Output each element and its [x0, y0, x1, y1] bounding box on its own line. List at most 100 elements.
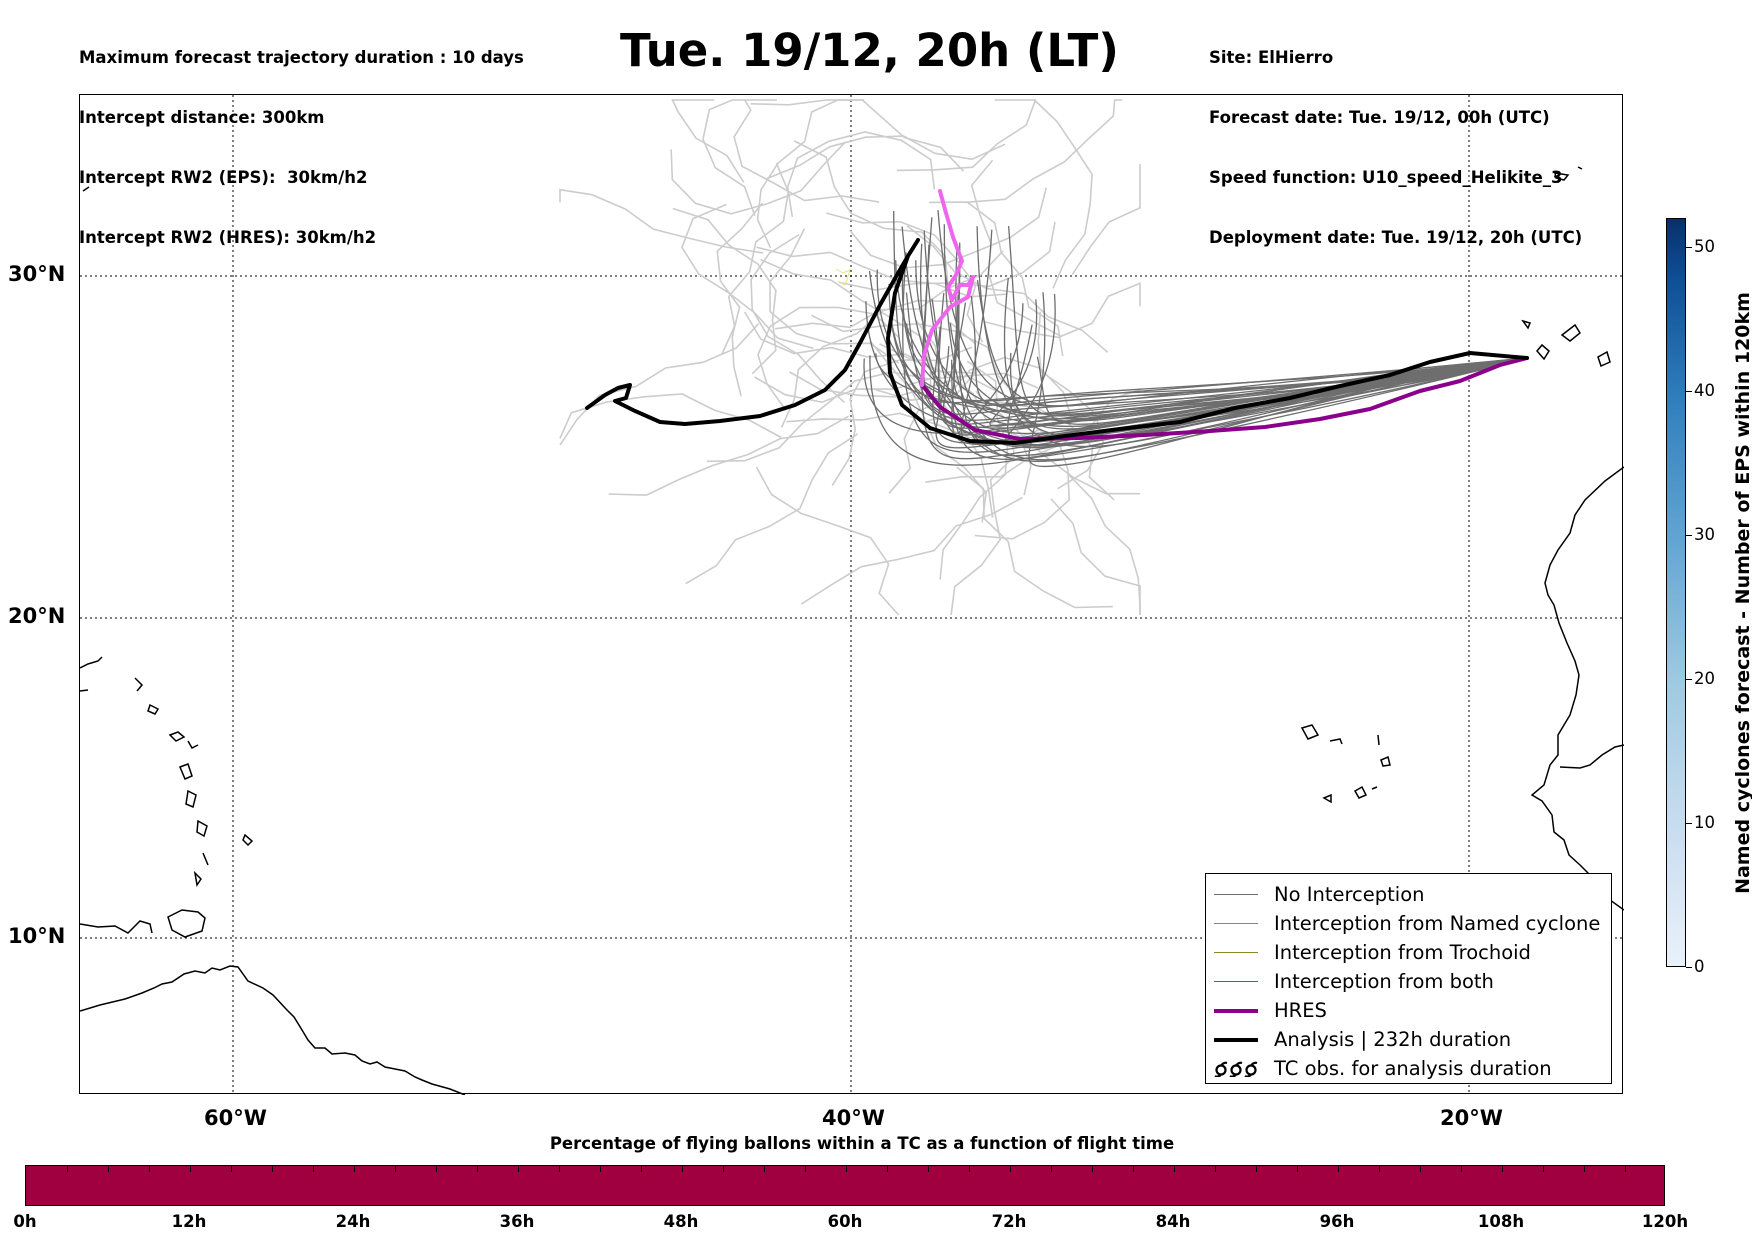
- eps-count-colorbar-label: Named cyclones forecast - Number of EPS …: [1732, 292, 1752, 894]
- eps-trajectory-light: [831, 346, 973, 487]
- legend-item-named-cyclone: Interception from Named cyclone: [1206, 909, 1611, 938]
- colorbar-tick-label: 30: [1694, 525, 1715, 544]
- coast-azores-dot: [82, 186, 90, 192]
- lon-label-60w: 60°W: [204, 1106, 267, 1130]
- coast-canary-3: [1597, 350, 1611, 368]
- legend-swatch: [1214, 981, 1258, 982]
- tc-obs-trace: [835, 268, 851, 286]
- coast-lesser-antilles-3: [185, 789, 197, 809]
- colorbar-minor-tick: [805, 1166, 806, 1172]
- lon-label-20w: 20°W: [1440, 1106, 1503, 1130]
- eps-trajectory-light: [826, 212, 984, 343]
- colorbar-minor-tick: [641, 1166, 642, 1172]
- eps-trajectory-light: [685, 433, 859, 585]
- colorbar-minor-tick: [1010, 1166, 1011, 1172]
- hres-trajectory: [920, 189, 1529, 441]
- forecast-date: Forecast date: Tue. 19/12, 00h (UTC): [1209, 108, 1550, 127]
- legend-swatch: [1214, 1037, 1258, 1042]
- eps-trajectory-light: [756, 99, 865, 249]
- colorbar-minor-tick: [1256, 1166, 1257, 1172]
- colorbar-minor-tick: [969, 1166, 970, 1172]
- coast-canary-1: [1536, 343, 1550, 361]
- colorbar-minor-tick: [887, 1166, 888, 1172]
- cyclone-symbols-icon: [1214, 1061, 1258, 1077]
- analysis-track-segment: [585, 238, 1529, 445]
- hres-track-segment: [920, 356, 1529, 441]
- colorbar-minor-tick: [1092, 1166, 1093, 1172]
- colorbar-tick: [1686, 967, 1692, 968]
- hour-label: 120h: [1641, 1212, 1689, 1231]
- colorbar-minor-tick: [559, 1166, 560, 1172]
- eps-trajectory-light: [810, 314, 1021, 402]
- eps-trajectory-light: [875, 356, 1074, 422]
- legend-item-trochoid: Interception from Trochoid: [1206, 938, 1611, 967]
- eps-trajectory: [902, 252, 1528, 453]
- legend-swatch: [1214, 894, 1258, 895]
- coast-barbados: [242, 833, 254, 847]
- coast-madeira: [1554, 172, 1570, 181]
- coast-capeverde-5: [1353, 785, 1368, 799]
- eps-trajectory-light: [774, 250, 1004, 330]
- eps-trajectory-light: [800, 496, 1023, 605]
- colorbar-minor-tick: [1502, 1166, 1503, 1172]
- colorbar-minor-tick: [1379, 1166, 1380, 1172]
- colorbar-minor-tick: [67, 1166, 68, 1172]
- colorbar-minor-tick: [1133, 1166, 1134, 1172]
- param-intercept-distance: Intercept distance: 300km: [79, 108, 325, 127]
- eps-trajectory-light: [1037, 311, 1105, 490]
- coast-lesser-antilles-6: [193, 870, 202, 887]
- hour-label: 24h: [335, 1212, 371, 1231]
- coast-south-america: [80, 965, 466, 1095]
- coast-virgin-islands: [80, 656, 103, 669]
- legend-item-tc-obs: TC obs. for analysis duration: [1206, 1054, 1611, 1083]
- coast-guadeloupe: [168, 731, 186, 742]
- forecast-parameters: Maximum forecast trajectory duration : 1…: [79, 8, 524, 268]
- colorbar-tick: [1686, 391, 1692, 392]
- eps-trajectory-light: [756, 246, 1008, 298]
- eps-trajectory-light: [757, 306, 900, 411]
- colorbar-minor-tick: [1215, 1166, 1216, 1172]
- hres-track-early-segment: [920, 189, 975, 387]
- legend-item-hres: HRES: [1206, 996, 1611, 1025]
- eps-trajectory-light: [743, 311, 975, 374]
- speed-function: Speed function: U10_speed_Helikite_3: [1209, 168, 1563, 187]
- coast-africa-bissau: [1559, 744, 1624, 769]
- coast-canary-2: [1560, 323, 1581, 342]
- colorbar-minor-tick: [1338, 1166, 1339, 1172]
- colorbar-tick: [1686, 535, 1692, 536]
- eps-trajectory: [958, 303, 1528, 436]
- legend-label: Interception from Named cyclone: [1274, 912, 1601, 935]
- eps-trajectory: [970, 295, 1528, 407]
- site-info: Site: ElHierro Forecast date: Tue. 19/12…: [1209, 8, 1582, 268]
- eps-trajectory-light: [702, 99, 777, 216]
- colorbar-minor-tick: [764, 1166, 765, 1172]
- eps-trajectory-light: [671, 99, 745, 183]
- coast-trinidad: [167, 909, 206, 938]
- eps-trajectory-light: [721, 162, 790, 355]
- hour-label: 108h: [1477, 1212, 1525, 1231]
- coastlines: [80, 166, 1624, 1095]
- eps-trajectory-light: [956, 466, 1113, 609]
- analysis-trajectory: [585, 238, 1529, 445]
- coast-venezuela-north: [80, 920, 153, 934]
- eps-light-trajectories: [559, 99, 1141, 616]
- coast-capeverde-1: [1300, 724, 1320, 740]
- eps-trajectory-light: [769, 228, 900, 364]
- eps-trajectory-light: [750, 99, 965, 172]
- eps-trajectory-light: [559, 323, 760, 446]
- eps-count-colorbar: [1666, 218, 1686, 967]
- legend-label: No Interception: [1274, 883, 1425, 906]
- coast-anguilla: [134, 677, 144, 692]
- eps-trajectory-light: [896, 99, 1037, 172]
- eps-trajectory-light: [755, 466, 900, 616]
- page-title: Tue. 19/12, 20h (LT): [620, 24, 1119, 77]
- eps-trajectory-light: [984, 282, 1141, 339]
- hour-label: 12h: [171, 1212, 207, 1231]
- eps-trajectory-light: [1071, 164, 1141, 275]
- eps-trajectory-light: [608, 415, 849, 496]
- colorbar-tick-label: 50: [1694, 237, 1715, 256]
- legend-label: Interception from both: [1274, 970, 1494, 993]
- eps-trajectory-light: [750, 233, 845, 403]
- colorbar-minor-tick: [518, 1166, 519, 1172]
- coast-africa: [1530, 466, 1624, 911]
